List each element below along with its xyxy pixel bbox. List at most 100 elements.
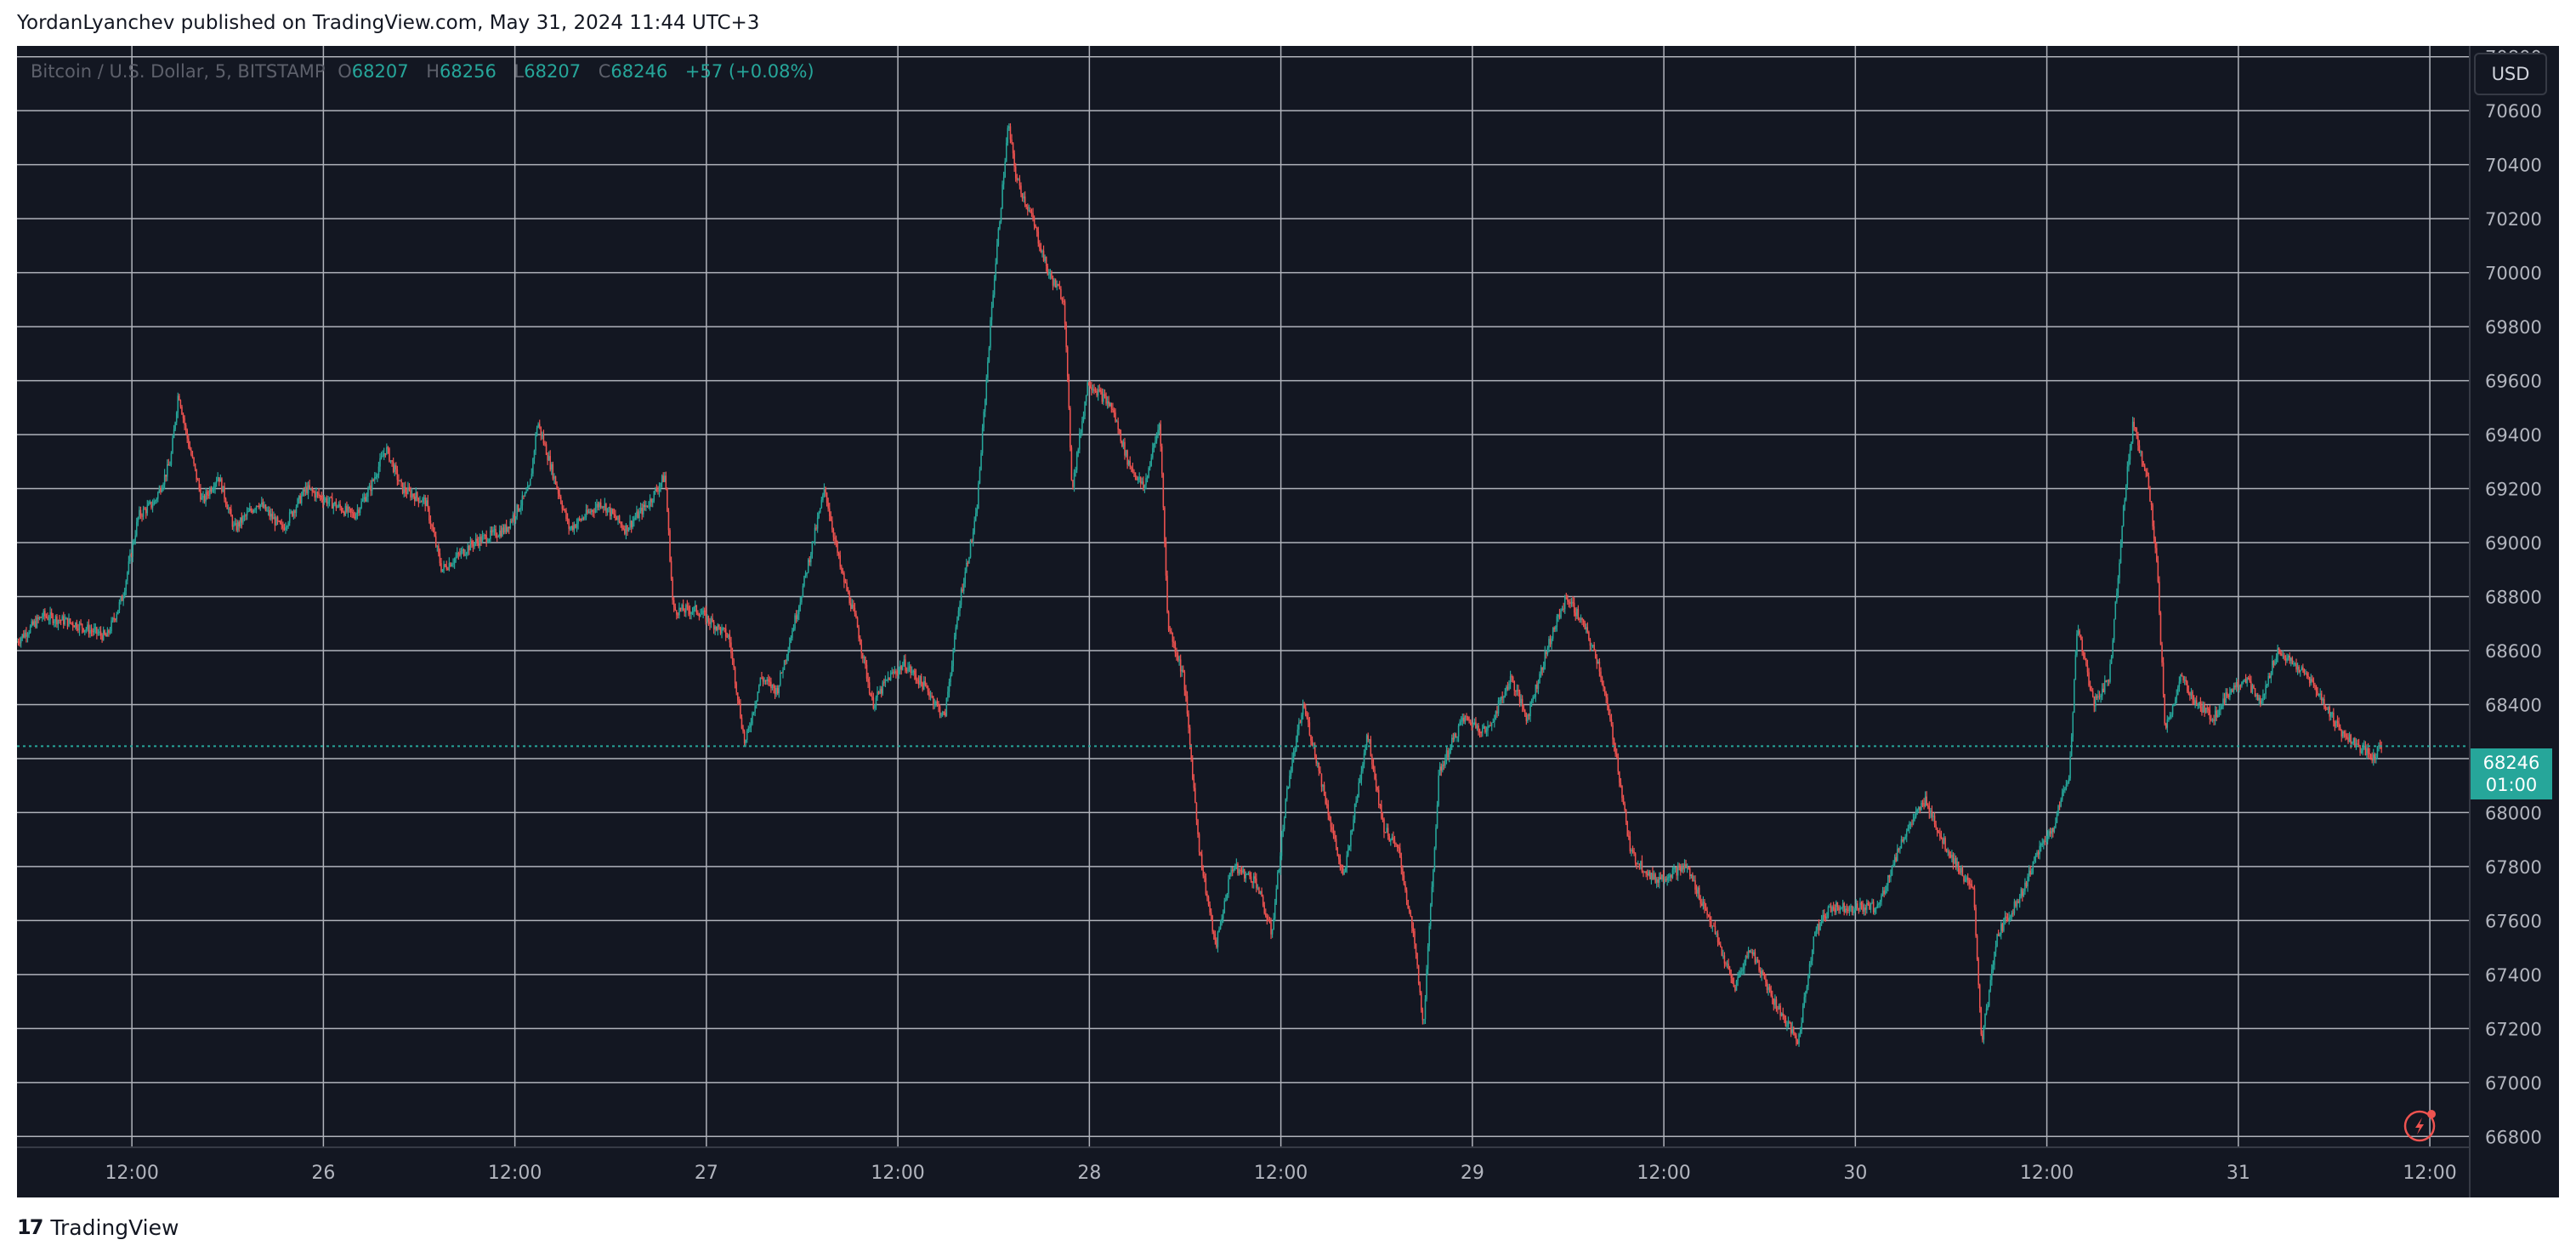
candle-body — [1949, 851, 1950, 856]
candle-body — [1843, 902, 1845, 913]
candle-body — [514, 516, 517, 519]
candle-body — [1053, 279, 1055, 286]
candle-body — [1848, 907, 1851, 912]
candle-body — [2371, 758, 2373, 761]
candle-body — [142, 509, 145, 517]
candle-body — [2199, 702, 2202, 707]
candle-body — [1808, 964, 1811, 975]
candle-body — [1815, 930, 1818, 932]
candle-body — [1512, 677, 1514, 681]
candle-body — [1332, 829, 1335, 836]
candle-body — [2342, 731, 2344, 737]
candle-body — [2091, 691, 2094, 697]
candle-body — [669, 530, 671, 561]
candle-body — [2157, 560, 2159, 582]
candle-body — [2364, 746, 2367, 756]
candle-body — [1007, 128, 1009, 143]
candle-body — [1565, 595, 1568, 598]
price-chart[interactable]: 6680067000672006740067600678006800068200… — [16, 46, 2559, 1197]
symbol-name[interactable]: Bitcoin / U.S. Dollar, 5, BITSTAMP — [31, 61, 326, 82]
chart-panel[interactable]: 6680067000672006740067600678006800068200… — [16, 46, 2559, 1197]
candle-body — [57, 620, 60, 625]
candle-body — [2380, 747, 2382, 749]
candle-body — [62, 616, 65, 625]
candle-body — [1126, 450, 1128, 465]
candle-body — [1194, 788, 1196, 804]
candle-body — [502, 527, 503, 537]
candle-body — [2089, 685, 2091, 691]
candle-body — [1115, 421, 1118, 423]
candle-body — [1137, 478, 1139, 481]
candle-body — [1552, 628, 1554, 639]
candle-body — [2180, 674, 2182, 682]
candle-body — [2331, 712, 2334, 714]
candle-body — [2230, 689, 2233, 693]
candle-body — [1202, 869, 1205, 876]
candle-body — [1427, 946, 1429, 970]
candle-body — [657, 490, 659, 492]
candle-body — [1387, 828, 1389, 837]
candle-body — [773, 684, 775, 688]
tradingview-footer[interactable]: 17 TradingView — [17, 1213, 179, 1242]
candle-body — [2121, 526, 2123, 544]
candle-body — [2006, 916, 2007, 919]
candle-body — [404, 486, 406, 492]
candle-body — [2131, 421, 2134, 442]
candle-body — [702, 611, 704, 614]
currency-button[interactable]: USD — [2474, 53, 2547, 95]
candle-body — [1271, 930, 1274, 935]
candle-body — [465, 553, 468, 555]
candle-body — [1204, 875, 1206, 879]
candle-body — [1870, 902, 1872, 910]
candle-body — [968, 557, 970, 564]
candle-body — [24, 632, 26, 638]
candle-body — [2218, 709, 2221, 715]
candle-body — [1617, 756, 1620, 772]
candle-body — [1396, 844, 1399, 847]
candle-body — [1097, 390, 1099, 396]
candle-body — [2141, 452, 2143, 462]
candle-body — [632, 520, 633, 527]
candle-body — [1754, 952, 1756, 963]
candle-body — [97, 633, 99, 634]
candle-body — [2119, 543, 2122, 564]
candle-body — [1572, 601, 1574, 603]
candle-body — [2004, 916, 2006, 919]
candle-body — [2022, 889, 2023, 896]
candle-body — [2034, 856, 2035, 862]
candle-body — [1683, 864, 1686, 870]
candle-body — [2056, 813, 2058, 823]
candle-body — [1619, 771, 1620, 783]
candle-body — [1584, 622, 1586, 630]
y-tick-label: 67000 — [2485, 1073, 2542, 1094]
candle-body — [1484, 725, 1486, 732]
candle-body — [590, 509, 593, 513]
candle-body — [2101, 688, 2103, 697]
candle-body — [344, 505, 347, 515]
candle-body — [2185, 680, 2187, 682]
candle-body — [389, 448, 390, 462]
candle-body — [1860, 902, 1863, 905]
candle-body — [1436, 805, 1438, 828]
candle-body — [1117, 421, 1119, 429]
candle-body — [565, 510, 567, 520]
candle-body — [1372, 764, 1375, 771]
candle-body — [363, 497, 366, 500]
candle-body — [2018, 896, 2021, 903]
candle-body — [491, 530, 493, 532]
candle-body — [2129, 449, 2131, 460]
candle-body — [1798, 1033, 1800, 1044]
candle-body — [1421, 993, 1422, 1010]
candle-body — [1581, 617, 1583, 621]
candle-body — [1471, 723, 1472, 727]
candle-body — [2310, 679, 2312, 684]
candle-body — [2088, 672, 2090, 685]
candle-body — [33, 621, 36, 625]
candle-body — [1742, 969, 1745, 971]
candle-body — [728, 634, 729, 637]
candle-body — [2170, 714, 2172, 718]
candle-body — [907, 668, 909, 672]
candle-body — [540, 426, 542, 435]
candle-body — [2272, 660, 2275, 666]
candle-body — [1548, 639, 1550, 648]
